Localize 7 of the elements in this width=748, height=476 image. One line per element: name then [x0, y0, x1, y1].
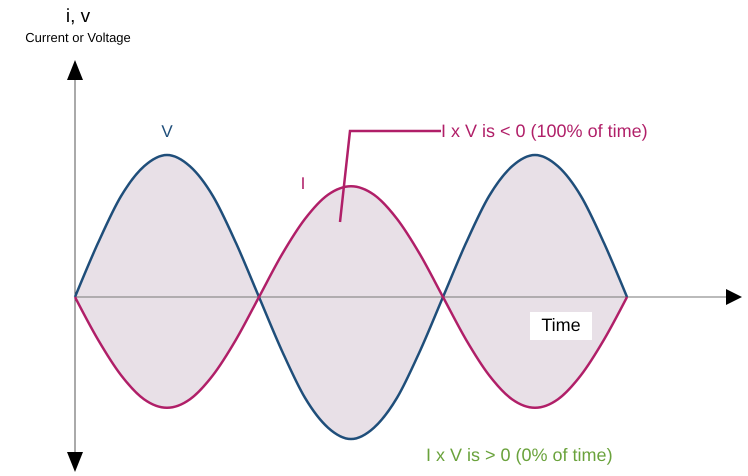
series-label: I: [300, 174, 306, 193]
x-axis-title: Time: [541, 315, 581, 335]
text: I x V is < 0 (100% of time): [441, 121, 648, 141]
text: Current or Voltage: [25, 30, 131, 45]
text: i, v: [66, 6, 91, 27]
series-label: V: [161, 122, 174, 141]
text: I x V is > 0 (0% of time): [426, 445, 613, 465]
